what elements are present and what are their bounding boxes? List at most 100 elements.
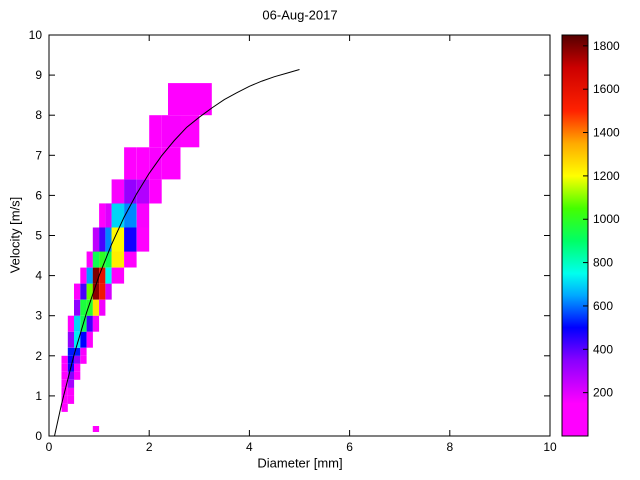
heatmap-cell bbox=[74, 331, 81, 348]
heatmap-cell bbox=[124, 179, 137, 204]
heatmap-cell bbox=[124, 203, 137, 228]
heatmap-cell bbox=[136, 147, 150, 180]
heatmap-cell bbox=[74, 371, 81, 380]
y-tick-label: 10 bbox=[29, 28, 43, 42]
heatmap-cell bbox=[105, 251, 112, 268]
y-tick-label: 3 bbox=[35, 309, 42, 323]
x-tick-label: 0 bbox=[46, 440, 53, 454]
x-tick-label: 10 bbox=[543, 440, 557, 454]
heatmap-cell bbox=[74, 315, 81, 332]
heatmap-cell bbox=[105, 283, 112, 300]
heatmap-cell bbox=[86, 267, 93, 284]
heatmap-cell bbox=[111, 179, 125, 204]
colorbar-tick-label: 1800 bbox=[593, 39, 620, 53]
heatmap-cell bbox=[67, 355, 75, 364]
x-axis-label: Diameter [mm] bbox=[257, 455, 343, 471]
heatmap-cell bbox=[92, 227, 100, 252]
heatmap-cell bbox=[80, 355, 87, 364]
heatmap-cell bbox=[111, 203, 125, 228]
heatmap-cell bbox=[149, 147, 162, 180]
heatmap-cell bbox=[61, 403, 68, 412]
heatmap-cell bbox=[99, 203, 106, 228]
heatmap-cell bbox=[67, 315, 75, 332]
colorbar-tick-label: 400 bbox=[593, 342, 613, 356]
heatmap-cell bbox=[80, 347, 87, 356]
y-tick-label: 0 bbox=[35, 429, 42, 443]
heatmap-cell bbox=[136, 227, 150, 252]
x-tick-label: 8 bbox=[446, 440, 453, 454]
heatmap-cell bbox=[111, 251, 125, 268]
colorbar-tick-label: 1600 bbox=[593, 82, 620, 96]
chart-title: 06-Aug-2017 bbox=[262, 7, 338, 23]
colorbar: 200 400 600 800 1000 1200 1400 1600 1800 bbox=[561, 34, 620, 437]
heatmap-cell bbox=[124, 147, 137, 180]
heatmap-cell bbox=[111, 227, 125, 252]
y-tick-label: 7 bbox=[35, 148, 42, 162]
heatmap-cell bbox=[61, 355, 68, 364]
heatmap-cell bbox=[105, 267, 112, 284]
heatmap-cell bbox=[67, 395, 75, 404]
heatmap-cell bbox=[149, 179, 162, 204]
heatmap-cell bbox=[86, 315, 93, 332]
heatmap-cell bbox=[61, 363, 68, 372]
colorbar-tick-label: 200 bbox=[593, 386, 613, 400]
colorbar-tick-label: 1400 bbox=[593, 126, 620, 140]
heatmap-cell bbox=[61, 379, 68, 388]
heatmap-cell bbox=[74, 283, 81, 300]
heatmap-cell bbox=[161, 147, 181, 180]
heatmap-cell bbox=[80, 299, 87, 316]
heatmap-cell bbox=[111, 267, 125, 284]
heatmap-cell bbox=[161, 115, 181, 148]
y-tick-label: 4 bbox=[35, 269, 42, 283]
heatmap-cell bbox=[149, 115, 162, 148]
x-tick-label: 6 bbox=[346, 440, 353, 454]
heatmap-cell bbox=[92, 283, 100, 300]
heatmap-cell bbox=[61, 371, 68, 380]
heatmap-cell bbox=[136, 179, 150, 204]
x-tick-label: 4 bbox=[246, 440, 253, 454]
heatmap-cell bbox=[180, 115, 200, 148]
heatmap-cell bbox=[99, 251, 106, 268]
heatmap-cell bbox=[105, 227, 112, 252]
y-tick-label: 5 bbox=[35, 229, 42, 243]
heatmap-cell bbox=[80, 267, 87, 284]
heatmap-cell bbox=[67, 347, 75, 356]
heatmap-cell bbox=[86, 251, 93, 268]
heatmap-cell bbox=[92, 299, 100, 316]
heatmap-cell bbox=[99, 283, 106, 300]
heatmap-cell bbox=[67, 379, 75, 388]
y-tick-label: 6 bbox=[35, 188, 42, 202]
heatmap-cell bbox=[67, 331, 75, 348]
y-tick-label: 1 bbox=[35, 389, 42, 403]
axes: 0 2 4 6 8 10 0 1 2 3 4 5 6 7 8 9 10 bbox=[29, 28, 557, 454]
heatmap-cell bbox=[99, 227, 106, 252]
heatmap-cell bbox=[92, 251, 100, 268]
heatmap-cells bbox=[61, 83, 212, 432]
heatmap-cell bbox=[67, 387, 75, 396]
heatmap-cell bbox=[180, 83, 212, 116]
heatmap-cell bbox=[80, 331, 87, 348]
colorbar-gradient bbox=[561, 34, 589, 437]
heatmap-cell bbox=[168, 83, 181, 116]
heatmap-cell bbox=[86, 299, 93, 316]
colorbar-tick-label: 800 bbox=[593, 256, 613, 270]
heatmap-cell bbox=[86, 331, 93, 348]
heatmap-cell bbox=[61, 395, 68, 404]
heatmap-cell bbox=[124, 227, 137, 252]
heatmap-cell bbox=[74, 299, 81, 316]
colorbar-tick-label: 1200 bbox=[593, 169, 620, 183]
y-tick-label: 9 bbox=[35, 68, 42, 82]
heatmap-cell bbox=[124, 251, 137, 268]
heatmap-cell bbox=[74, 355, 81, 364]
heatmap-cell bbox=[74, 363, 81, 372]
heatmap-cell bbox=[67, 371, 75, 380]
heatmap-cell bbox=[99, 299, 106, 316]
heatmap-cell bbox=[74, 347, 81, 356]
heatmap-cell bbox=[105, 203, 112, 228]
colorbar-tick-label: 600 bbox=[593, 299, 613, 313]
heatmap-cell bbox=[80, 283, 87, 300]
heatmap-cell bbox=[92, 315, 100, 332]
x-tick-label: 2 bbox=[146, 440, 153, 454]
